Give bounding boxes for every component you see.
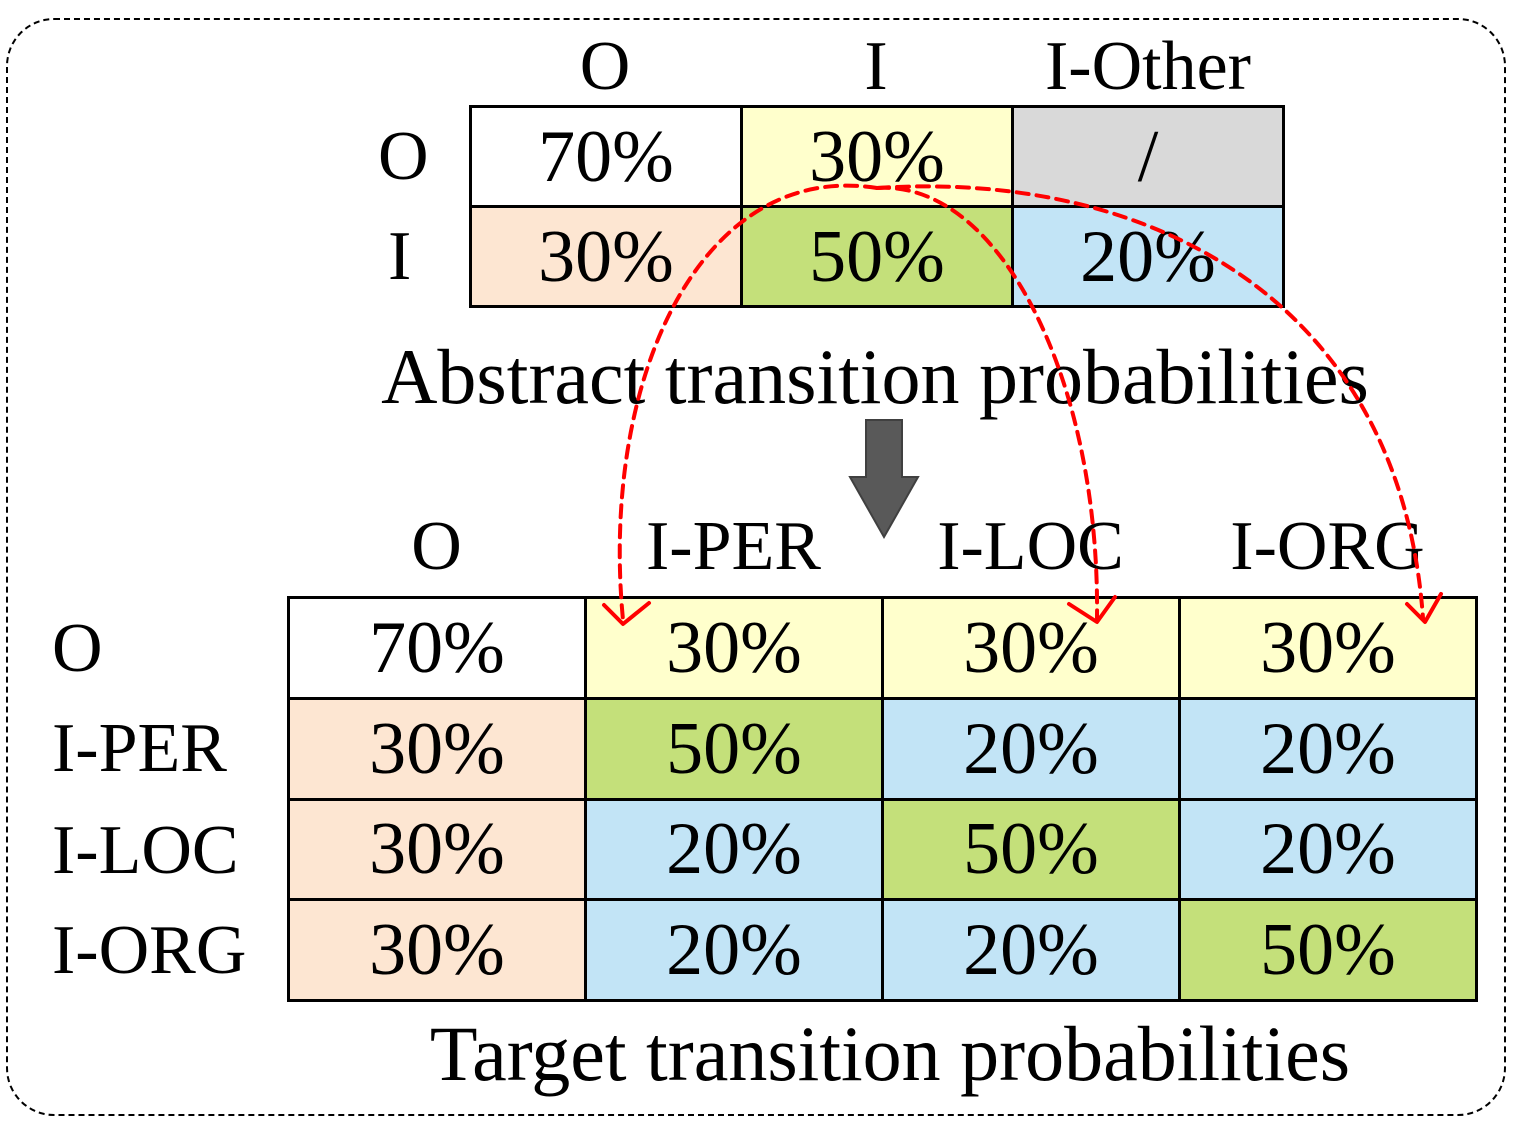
target-transition-table: 70% 30% 30% 30% 30% 50% 20% 20% 30% 20% 50% 20% 30% 2… — [287, 596, 1478, 1002]
target-cell: 30% — [287, 797, 587, 902]
target-cell: 20% — [1178, 797, 1478, 902]
target-row-label-o: O — [52, 610, 103, 687]
target-row-label-i-per: I-PER — [52, 710, 227, 787]
target-cell: 30% — [881, 596, 1181, 700]
target-row: 30% 50% 20% 20% — [287, 696, 1478, 801]
abstract-col-label-o: O — [579, 28, 631, 105]
abstract-cell: 20% — [1011, 205, 1285, 308]
target-col-label-o: O — [411, 508, 462, 585]
target-caption: Target transition probabilities — [429, 1010, 1351, 1097]
abstract-col-label-i-other: I-Other — [1044, 28, 1251, 105]
target-cell: 50% — [584, 696, 884, 801]
abstract-row: 30% 50% 20% — [469, 205, 1285, 308]
target-row-label-i-org: I-ORG — [52, 912, 247, 989]
target-col-label-i-org: I-ORG — [1230, 508, 1425, 585]
target-cell: 70% — [287, 596, 587, 700]
target-cell: 20% — [1178, 696, 1478, 801]
abstract-row-label-i: I — [388, 218, 412, 295]
abstract-cell: 50% — [740, 205, 1014, 308]
abstract-row: 70% 30% / — [469, 105, 1285, 208]
target-cell: 20% — [584, 797, 884, 902]
target-cell: 20% — [881, 898, 1181, 1002]
target-col-label-i-loc: I-LOC — [937, 508, 1124, 585]
target-row-label-i-loc: I-LOC — [52, 812, 239, 889]
target-cell: 50% — [1178, 898, 1478, 1002]
target-row: 30% 20% 20% 50% — [287, 898, 1478, 1002]
abstract-cell: 30% — [740, 105, 1014, 208]
target-row: 30% 20% 50% 20% — [287, 797, 1478, 902]
target-cell: 20% — [881, 696, 1181, 801]
target-cell: 50% — [881, 797, 1181, 902]
target-cell: 20% — [584, 898, 884, 1002]
abstract-caption: Abstract transition probabilities — [381, 333, 1369, 420]
abstract-cell: 30% — [469, 205, 743, 308]
target-cell: 30% — [287, 898, 587, 1002]
target-cell: 30% — [287, 696, 587, 801]
abstract-cell: 70% — [469, 105, 743, 208]
target-cell: 30% — [584, 596, 884, 700]
abstract-cell: / — [1011, 105, 1285, 208]
abstract-row-label-o: O — [378, 118, 429, 195]
dashed-frame — [6, 18, 1506, 1116]
target-row: 70% 30% 30% 30% — [287, 596, 1478, 700]
target-cell: 30% — [1178, 596, 1478, 700]
target-col-label-i-per: I-PER — [646, 508, 821, 585]
abstract-transition-table: 70% 30%/30% 50% 20% — [469, 105, 1285, 308]
abstract-col-label-i: I — [864, 28, 888, 105]
